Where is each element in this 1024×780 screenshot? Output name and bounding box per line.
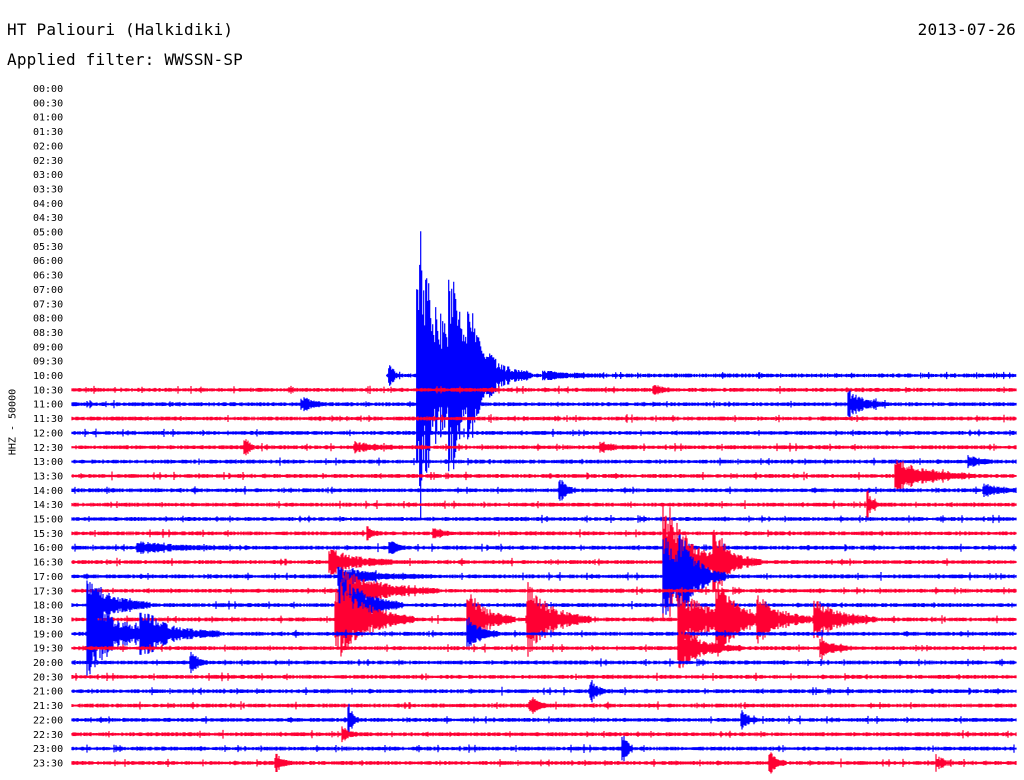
trace-1530 bbox=[71, 526, 1017, 541]
trace-1800 bbox=[71, 573, 1017, 637]
trace-1130 bbox=[71, 414, 1017, 423]
row-time-label: 12:30 bbox=[33, 443, 63, 454]
trace-1400 bbox=[71, 479, 1017, 501]
row-time-label: 17:00 bbox=[33, 572, 63, 583]
trace-1230 bbox=[71, 439, 1017, 456]
row-time-label: 05:30 bbox=[33, 242, 63, 253]
trace-1300 bbox=[71, 455, 1017, 469]
row-time-label: 00:00 bbox=[33, 84, 63, 95]
row-time-label: 14:00 bbox=[33, 486, 63, 497]
trace-1600 bbox=[71, 541, 1017, 554]
trace-1330 bbox=[71, 460, 1017, 492]
row-time-label: 21:30 bbox=[33, 701, 63, 712]
row-time-label: 03:00 bbox=[33, 170, 63, 181]
trace-2130 bbox=[71, 697, 1017, 714]
row-time-label: 20:30 bbox=[33, 672, 63, 683]
row-time-label: 11:00 bbox=[33, 400, 63, 411]
trace-1500 bbox=[71, 514, 1017, 524]
trace-2230 bbox=[71, 726, 1017, 743]
trace-1700 bbox=[71, 534, 1017, 619]
station-title: HT Paliouri (Halkidiki) bbox=[7, 20, 234, 39]
row-time-label: 17:30 bbox=[33, 586, 63, 597]
trace-1630 bbox=[71, 504, 1017, 620]
row-time-label: 02:30 bbox=[33, 156, 63, 167]
row-time-label: 08:30 bbox=[33, 328, 63, 339]
row-time-label: 19:00 bbox=[33, 629, 63, 640]
row-time-label: 16:30 bbox=[33, 558, 63, 569]
row-time-label: 01:30 bbox=[33, 127, 63, 138]
row-time-label: 11:30 bbox=[33, 414, 63, 425]
row-time-label: 23:00 bbox=[33, 744, 63, 755]
trace-2200 bbox=[71, 703, 1017, 737]
trace-1100 bbox=[71, 390, 1017, 418]
trace-2030 bbox=[71, 672, 1017, 682]
row-time-label: 14:30 bbox=[33, 500, 63, 511]
trace-1730 bbox=[71, 570, 1017, 611]
row-time-label: 09:00 bbox=[33, 342, 63, 353]
filter-label: Applied filter: WWSSN-SP bbox=[7, 50, 243, 69]
row-time-label: 10:30 bbox=[33, 385, 63, 396]
row-time-label: 15:00 bbox=[33, 515, 63, 526]
row-time-label: 00:30 bbox=[33, 98, 63, 109]
trace-1900 bbox=[71, 591, 1017, 676]
row-time-label: 13:00 bbox=[33, 457, 63, 468]
row-time-label: 15:30 bbox=[33, 529, 63, 540]
row-time-label: 19:30 bbox=[33, 644, 63, 655]
row-time-label: 13:30 bbox=[33, 471, 63, 482]
row-time-label: 04:30 bbox=[33, 213, 63, 224]
row-time-label: 04:00 bbox=[33, 199, 63, 210]
row-time-label: 20:00 bbox=[33, 658, 63, 669]
trace-1000 bbox=[386, 231, 1017, 520]
trace-2330 bbox=[71, 752, 1017, 774]
row-time-label: 06:00 bbox=[33, 256, 63, 267]
trace-1200 bbox=[71, 428, 1017, 438]
trace-2100 bbox=[71, 680, 1017, 703]
row-time-label: 23:30 bbox=[33, 758, 63, 769]
row-time-label: 16:00 bbox=[33, 543, 63, 554]
row-time-label: 07:30 bbox=[33, 299, 63, 310]
row-time-label: 05:00 bbox=[33, 228, 63, 239]
row-time-label: 18:00 bbox=[33, 601, 63, 612]
row-time-label: 21:00 bbox=[33, 687, 63, 698]
row-time-label: 06:30 bbox=[33, 271, 63, 282]
trace-1030 bbox=[71, 385, 1017, 395]
trace-2300 bbox=[71, 736, 1017, 762]
trace-1430 bbox=[71, 490, 1017, 519]
row-time-label: 02:00 bbox=[33, 141, 63, 152]
row-time-label: 08:00 bbox=[33, 314, 63, 325]
trace-1830 bbox=[71, 582, 1017, 657]
row-time-label: 09:30 bbox=[33, 357, 63, 368]
row-time-label: 22:00 bbox=[33, 715, 63, 726]
row-time-label: 01:00 bbox=[33, 113, 63, 124]
row-time-label: 03:30 bbox=[33, 184, 63, 195]
trace-2000 bbox=[71, 651, 1017, 674]
row-time-label: 22:30 bbox=[33, 730, 63, 741]
row-time-label: 18:30 bbox=[33, 615, 63, 626]
row-time-label: 10:00 bbox=[33, 371, 63, 382]
trace-1930 bbox=[71, 628, 1017, 669]
plot-date: 2013-07-26 bbox=[917, 20, 1016, 39]
row-time-label: 07:00 bbox=[33, 285, 63, 296]
row-time-label: 12:00 bbox=[33, 428, 63, 439]
